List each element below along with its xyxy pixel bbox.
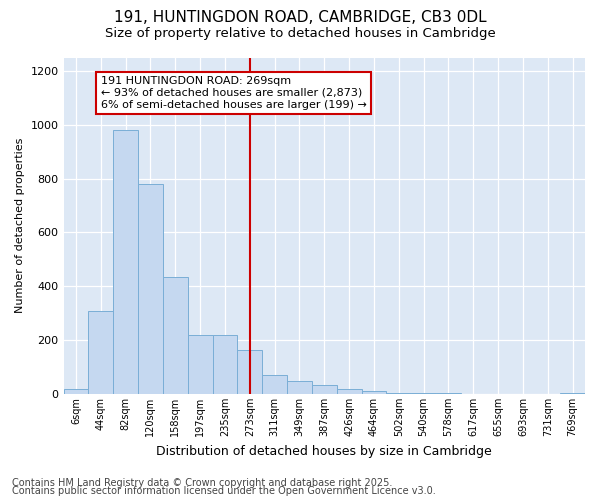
Bar <box>386 392 411 394</box>
Y-axis label: Number of detached properties: Number of detached properties <box>15 138 25 314</box>
Bar <box>113 130 138 394</box>
Bar <box>138 184 163 394</box>
Bar <box>212 336 238 394</box>
Bar <box>560 392 585 394</box>
Bar <box>262 374 287 394</box>
Bar <box>64 388 88 394</box>
Bar <box>337 388 362 394</box>
Text: 191, HUNTINGDON ROAD, CAMBRIDGE, CB3 0DL: 191, HUNTINGDON ROAD, CAMBRIDGE, CB3 0DL <box>113 10 487 25</box>
Text: Contains HM Land Registry data © Crown copyright and database right 2025.: Contains HM Land Registry data © Crown c… <box>12 478 392 488</box>
Bar <box>287 381 312 394</box>
Bar <box>411 393 436 394</box>
Text: 191 HUNTINGDON ROAD: 269sqm
← 93% of detached houses are smaller (2,873)
6% of s: 191 HUNTINGDON ROAD: 269sqm ← 93% of det… <box>101 76 367 110</box>
Text: Size of property relative to detached houses in Cambridge: Size of property relative to detached ho… <box>104 28 496 40</box>
Bar <box>312 384 337 394</box>
Bar <box>88 310 113 394</box>
Text: Contains public sector information licensed under the Open Government Licence v3: Contains public sector information licen… <box>12 486 436 496</box>
Bar <box>188 336 212 394</box>
Bar <box>362 391 386 394</box>
X-axis label: Distribution of detached houses by size in Cambridge: Distribution of detached houses by size … <box>157 444 492 458</box>
Bar <box>238 350 262 394</box>
Bar <box>163 277 188 394</box>
